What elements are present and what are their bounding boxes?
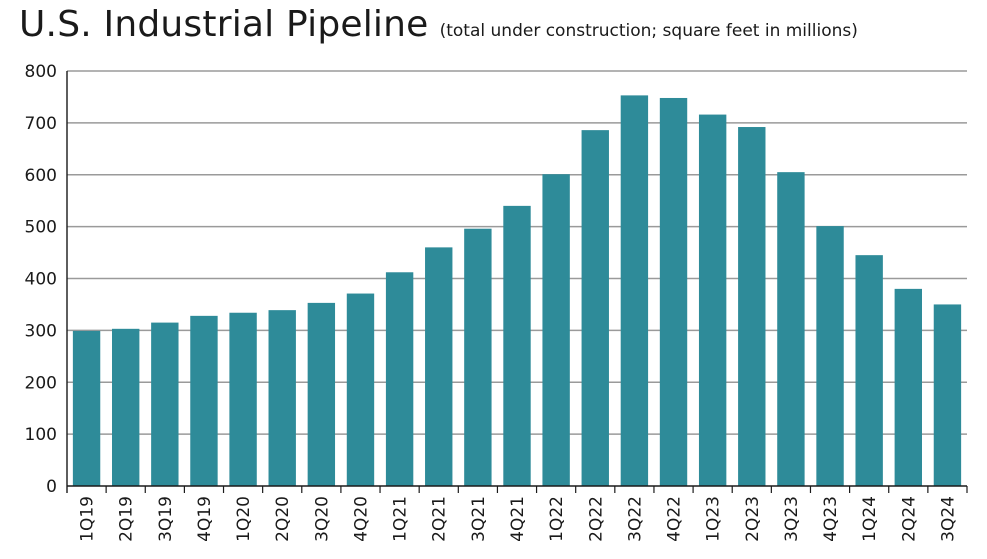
x-tick-label: 4Q21 [508,496,528,542]
x-tick-label: 3Q19 [156,496,176,542]
y-tick-label: 700 [25,114,57,134]
bar [738,127,766,487]
bar [346,293,375,486]
y-tick-label: 0 [46,477,57,497]
x-tick-label: 2Q22 [586,496,606,542]
y-tick-label: 400 [25,270,57,290]
x-tick-label: 2Q20 [273,496,293,542]
chart-subtitle: (total under construction; square feet i… [439,21,858,41]
bar [464,228,492,486]
x-tick-label: 1Q24 [860,496,880,542]
x-tick-label: 3Q24 [938,496,958,542]
x-tick-label: 4Q19 [195,496,215,542]
bar [112,328,140,486]
bar [542,174,570,486]
bar [620,95,649,486]
x-tick-label: 2Q19 [117,496,137,542]
bar [190,315,218,486]
chart-title: U.S. Industrial Pipeline [19,4,429,45]
y-tick-label: 300 [25,321,57,341]
bar [698,114,727,486]
bar [385,272,414,486]
x-tick-label: 4Q23 [821,496,841,542]
x-tick-label: 2Q24 [899,496,919,542]
y-tick-label: 600 [25,166,57,186]
bar [268,310,296,486]
x-tick-label: 4Q20 [351,496,371,542]
x-tick-label: 2Q23 [743,496,763,542]
y-axis-ticks: 0 100 200 300 400 500 600 700 800 [25,62,57,497]
x-tick-label: 1Q21 [391,496,411,542]
bar [855,255,883,486]
bar [816,226,844,486]
bar [229,312,257,486]
bar [777,172,805,486]
y-tick-label: 200 [25,373,57,393]
x-tick-label: 1Q20 [234,496,254,542]
y-tick-label: 500 [25,218,57,238]
x-tick-label: 1Q22 [547,496,567,542]
x-tick-label: 1Q23 [704,496,724,542]
axes [66,71,967,493]
bar [894,288,922,486]
chart-title-block: U.S. Industrial Pipeline (total under co… [19,4,858,45]
bar [151,322,179,486]
bar [307,302,336,486]
x-tick-label: 3Q22 [625,496,645,542]
bar [933,304,962,486]
y-tick-label: 100 [25,425,57,445]
x-tick-label: 2Q21 [430,496,450,542]
x-tick-label: 3Q20 [312,496,332,542]
bars [72,95,962,487]
bar [659,97,688,486]
bar [503,205,531,486]
y-tick-label: 800 [25,62,57,82]
bar [581,130,609,486]
x-tick-label: 3Q23 [782,496,802,542]
bar [425,247,453,486]
x-tick-label: 1Q19 [78,496,98,542]
bar [72,330,101,486]
x-tick-label: 3Q21 [469,496,489,542]
x-axis-ticks: 1Q19 2Q19 3Q19 4Q19 1Q20 2Q20 3Q20 4Q20 1Q21 2Q21… [78,486,968,542]
x-tick-label: 4Q22 [665,496,685,542]
